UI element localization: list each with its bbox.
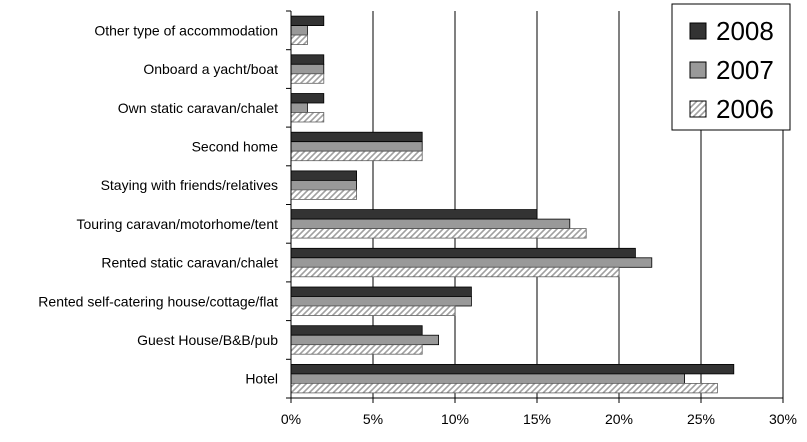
legend: 2008 2007 2006 <box>671 3 791 131</box>
category-label: Onboard a yacht/boat <box>143 61 278 77</box>
bar-2008 <box>290 209 538 220</box>
bar-2006 <box>290 34 308 45</box>
bar-2006 <box>290 73 325 84</box>
legend-swatch-2008 <box>689 22 707 40</box>
bar-2007 <box>290 334 440 346</box>
axes-group <box>286 10 784 403</box>
category-label: Other type of accommodation <box>94 22 278 38</box>
legend-swatch-2007 <box>689 61 707 79</box>
bar-2008 <box>290 131 423 143</box>
bar-2006 <box>290 189 357 200</box>
bar-2008 <box>290 325 423 336</box>
bar-2008 <box>290 363 735 375</box>
legend-swatch-2006 <box>689 100 707 118</box>
x-tick-label: 30% <box>769 411 797 427</box>
category-label: Rented self-catering house/cottage/flat <box>38 293 278 309</box>
category-label: Rented static caravan/chalet <box>101 255 278 271</box>
x-tick-label: 20% <box>605 411 633 427</box>
category-label: Own static caravan/chalet <box>118 100 278 116</box>
x-tick-label: 5% <box>363 411 383 427</box>
x-tick-label: 25% <box>687 411 715 427</box>
legend-label: 2007 <box>716 55 774 85</box>
bar-2006 <box>290 382 718 394</box>
category-label: Guest House/B&B/pub <box>137 332 278 348</box>
bar-2007 <box>290 373 686 384</box>
bar-2008 <box>290 93 325 104</box>
bar-2007 <box>290 141 423 152</box>
bar-2007 <box>290 296 472 307</box>
legend-label: 2008 <box>716 16 774 46</box>
bar-2007 <box>290 218 571 230</box>
tick-labels: 0% 5% 10% 15% 20% 25% 30% <box>281 411 797 427</box>
bar-2008 <box>290 286 472 297</box>
category-label: Staying with friends/relatives <box>101 177 278 193</box>
bar-2007 <box>290 25 308 36</box>
bar-2007 <box>290 179 357 191</box>
category-label: Touring caravan/motorhome/tent <box>76 216 278 232</box>
x-tick-label: 10% <box>441 411 469 427</box>
bar-2008 <box>290 54 325 65</box>
bar-2008 <box>290 15 325 27</box>
bar-2008 <box>290 247 636 259</box>
bar-2006 <box>290 150 423 162</box>
category-labels: Other type of accommodation Onboard a yac… <box>38 22 278 386</box>
bar-2006 <box>290 344 423 355</box>
bar-2006 <box>290 305 456 316</box>
category-label: Second home <box>192 138 279 154</box>
bar-2008 <box>290 170 357 181</box>
x-tick-label: 15% <box>523 411 551 427</box>
bar-2007 <box>290 63 325 75</box>
x-tick-label: 0% <box>281 411 301 427</box>
legend-label: 2006 <box>716 94 774 124</box>
bar-2006 <box>290 228 587 239</box>
category-label: Hotel <box>245 371 278 387</box>
bar-2006 <box>290 112 325 123</box>
bars-group <box>290 15 735 394</box>
bar-2006 <box>290 266 620 278</box>
bar-2007 <box>290 257 653 268</box>
bar-2007 <box>290 102 308 113</box>
